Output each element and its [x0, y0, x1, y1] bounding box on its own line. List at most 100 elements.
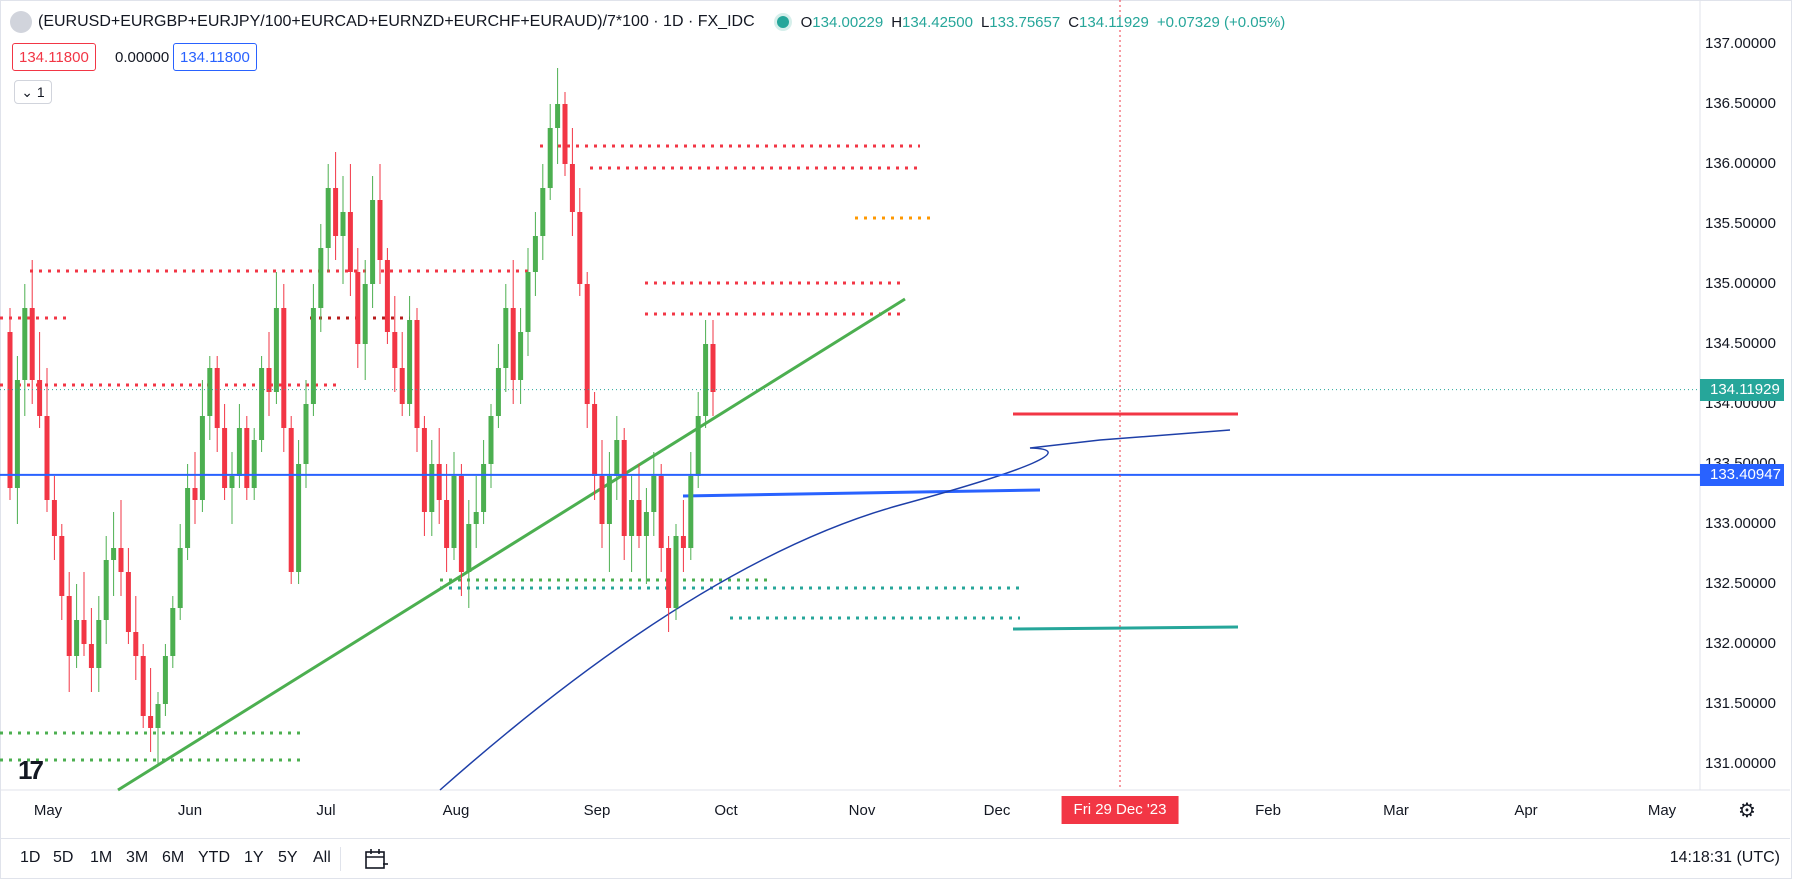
candle-body	[81, 620, 87, 644]
price-axis-label: 132.00000	[1705, 635, 1776, 652]
candle-body	[688, 476, 694, 548]
candle-body	[466, 524, 472, 572]
candle-body	[643, 512, 649, 536]
candle-body	[421, 428, 427, 512]
price-axis-label: 134.50000	[1705, 335, 1776, 352]
time-axis-label: Dec	[983, 802, 1011, 819]
time-axis-label: Jul	[316, 802, 336, 819]
candle-body	[384, 260, 390, 332]
candle-body	[429, 464, 435, 512]
price-axis-label: 131.00000	[1705, 755, 1776, 772]
tradingview-logo[interactable]: 17	[18, 755, 44, 785]
timeframe-button-3m[interactable]: 3M	[126, 849, 149, 866]
time-axis-label: Nov	[848, 802, 876, 819]
candle-body	[599, 476, 605, 524]
symbol-title[interactable]: (EURUSD+EURGBP+EURJPY/100+EURCAD+EURNZD+…	[38, 13, 755, 30]
candle-body	[458, 476, 464, 572]
candle-body	[666, 548, 672, 608]
candle-body	[370, 200, 376, 284]
calendar-range-icon[interactable]	[363, 847, 389, 871]
candle-body	[29, 308, 35, 380]
candle-body	[222, 428, 228, 488]
timeframe-button-1y[interactable]: 1Y	[244, 849, 264, 866]
candle-body	[444, 500, 450, 548]
spread-value: 0.00000	[115, 49, 170, 66]
ohlc-open: O134.00229	[800, 13, 884, 31]
candle-body	[710, 344, 716, 392]
candle-body	[281, 308, 287, 428]
candle-body	[629, 500, 635, 536]
time-axis-label: Jun	[177, 802, 203, 819]
candle-body	[503, 308, 509, 368]
candle-body	[510, 308, 516, 380]
symbol-logo-icon	[10, 11, 32, 33]
candle-body	[22, 308, 28, 380]
candle-body	[673, 536, 679, 608]
candle-body	[170, 608, 176, 656]
candle-body	[118, 548, 124, 572]
candle-body	[303, 404, 309, 464]
candle-body	[577, 212, 583, 284]
candle-body	[288, 428, 294, 572]
candle-body	[273, 308, 279, 392]
candle-body	[229, 476, 235, 488]
price-axis-label: 137.00000	[1705, 35, 1776, 52]
candle-body	[525, 272, 531, 332]
candle-body	[355, 272, 361, 344]
timeframe-button-1m[interactable]: 1M	[90, 849, 113, 866]
timeframe-button-ytd[interactable]: YTD	[198, 849, 230, 866]
indicator-toggle-button[interactable]: ⌄ 1	[14, 80, 52, 104]
candle-body	[148, 716, 154, 728]
candle-body	[636, 500, 642, 536]
ohlc-close: C134.11929	[1068, 13, 1149, 31]
candle-body	[266, 368, 272, 392]
price-axis-label: 135.50000	[1705, 215, 1776, 232]
candle-body	[621, 440, 627, 536]
price-axis-label: 133.00000	[1705, 515, 1776, 532]
candle-body	[562, 104, 568, 164]
candle-body	[14, 380, 20, 488]
candle-body	[310, 308, 316, 404]
candle-body	[569, 164, 575, 212]
utc-clock[interactable]: 14:18:31 (UTC)	[1669, 849, 1780, 866]
candle-body	[473, 512, 479, 524]
candle-body	[251, 440, 257, 488]
candle-body	[244, 428, 250, 488]
candle-body	[606, 476, 612, 524]
bottom-toolbar: 1D 5D 1M 3M 6M YTD 1Y 5Y All 14:18:31 (UTC)	[0, 838, 1790, 879]
price-axis-label: 135.00000	[1705, 275, 1776, 292]
timeframe-button-6m[interactable]: 6M	[162, 849, 185, 866]
candle-body	[44, 416, 50, 500]
candle-body	[37, 380, 43, 416]
candle-body	[495, 368, 501, 416]
timeframe-button-all[interactable]: All	[313, 849, 331, 866]
buy-price-button[interactable]: 134.11800	[173, 43, 257, 71]
candle-body	[392, 332, 398, 368]
ohlc-low: L133.75657	[980, 13, 1061, 31]
timeframe-button-5y[interactable]: 5Y	[278, 849, 298, 866]
candle-body	[703, 344, 709, 416]
candle-body	[592, 404, 598, 476]
chevron-icon: ⌄	[21, 84, 34, 100]
candle-body	[377, 200, 383, 260]
candle-body	[51, 500, 57, 536]
toolbar-divider	[340, 847, 341, 871]
candle-body	[74, 620, 80, 656]
candle-body	[162, 656, 168, 704]
candle-body	[407, 320, 413, 404]
time-axis-label: Oct	[714, 802, 738, 819]
timeframe-button-1d[interactable]: 1D	[20, 849, 41, 866]
settings-gear-icon[interactable]: ⚙	[1738, 800, 1756, 822]
candle-body	[614, 440, 620, 476]
candle-body	[481, 464, 487, 512]
candle-body	[540, 188, 546, 236]
timeframe-button-5d[interactable]: 5D	[53, 849, 74, 866]
candle-body	[111, 548, 117, 560]
candle-body	[236, 428, 242, 476]
candle-body	[658, 476, 664, 548]
sell-price-button[interactable]: 134.11800	[12, 43, 96, 71]
time-axis-label: Mar	[1383, 802, 1409, 819]
last-price-tag: 134.11929	[1700, 378, 1784, 401]
